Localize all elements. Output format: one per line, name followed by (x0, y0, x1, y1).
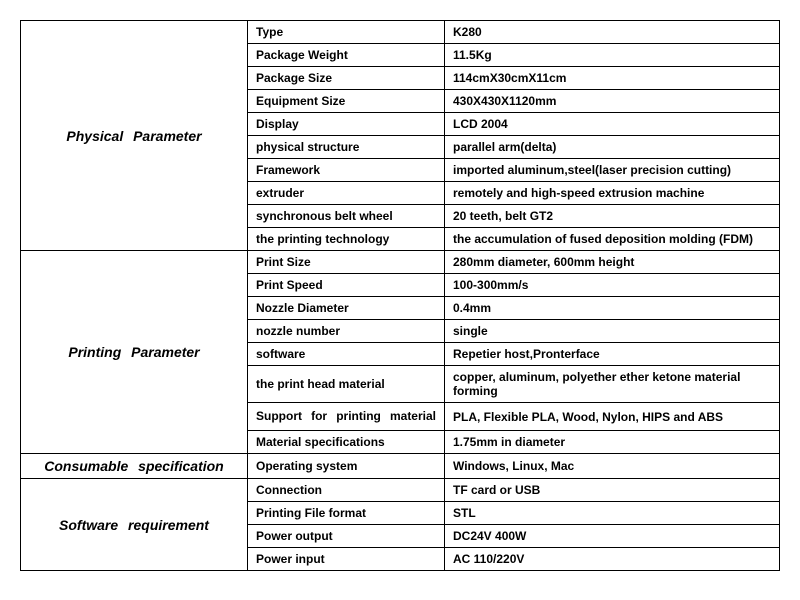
label-cell: Framework (248, 159, 445, 182)
label-cell: Nozzle Diameter (248, 297, 445, 320)
value-cell: 20 teeth, belt GT2 (445, 205, 780, 228)
label-cell: Printing File format (248, 502, 445, 525)
label-cell: the print head material (248, 366, 445, 403)
value-cell: imported aluminum,steel(laser precision … (445, 159, 780, 182)
label-cell: Operating system (248, 454, 445, 479)
category-cell: Printing Parameter (21, 251, 248, 454)
table-row: Software requirementConnectionTF card or… (21, 479, 780, 502)
value-cell: STL (445, 502, 780, 525)
value-cell: 0.4mm (445, 297, 780, 320)
value-cell: the accumulation of fused deposition mol… (445, 228, 780, 251)
label-cell: Type (248, 21, 445, 44)
value-cell: PLA, Flexible PLA, Wood, Nylon, HIPS and… (445, 403, 780, 431)
category-cell: Consumable specification (21, 454, 248, 479)
value-cell: copper, aluminum, polyether ether ketone… (445, 366, 780, 403)
value-cell: 114cmX30cmX11cm (445, 67, 780, 90)
spec-table: Physical ParameterTypeK280Package Weight… (20, 20, 780, 571)
value-cell: DC24V 400W (445, 525, 780, 548)
value-cell: 11.5Kg (445, 44, 780, 67)
label-cell: Print Speed (248, 274, 445, 297)
value-cell: remotely and high-speed extrusion machin… (445, 182, 780, 205)
label-cell: Support for printing material (248, 403, 445, 431)
label-cell: Print Size (248, 251, 445, 274)
value-cell: 100-300mm/s (445, 274, 780, 297)
label-cell: Package Size (248, 67, 445, 90)
label-cell: synchronous belt wheel (248, 205, 445, 228)
label-cell: software (248, 343, 445, 366)
label-cell: Material specifications (248, 431, 445, 454)
value-cell: Repetier host,Pronterface (445, 343, 780, 366)
value-cell: single (445, 320, 780, 343)
label-cell: Package Weight (248, 44, 445, 67)
value-cell: parallel arm(delta) (445, 136, 780, 159)
category-cell: Physical Parameter (21, 21, 248, 251)
label-cell: Connection (248, 479, 445, 502)
value-cell: TF card or USB (445, 479, 780, 502)
table-row: Printing ParameterPrint Size280mm diamet… (21, 251, 780, 274)
value-cell: K280 (445, 21, 780, 44)
value-cell: LCD 2004 (445, 113, 780, 136)
value-cell: AC 110/220V (445, 548, 780, 571)
value-cell: 430X430X1120mm (445, 90, 780, 113)
value-cell: Windows, Linux, Mac (445, 454, 780, 479)
value-cell: 280mm diameter, 600mm height (445, 251, 780, 274)
label-cell: Power input (248, 548, 445, 571)
label-cell: Equipment Size (248, 90, 445, 113)
label-cell: the printing technology (248, 228, 445, 251)
label-cell: Display (248, 113, 445, 136)
category-cell: Software requirement (21, 479, 248, 571)
value-cell: 1.75mm in diameter (445, 431, 780, 454)
label-cell: nozzle number (248, 320, 445, 343)
label-cell: extruder (248, 182, 445, 205)
table-row: Consumable specificationOperating system… (21, 454, 780, 479)
label-cell: Power output (248, 525, 445, 548)
label-cell: physical structure (248, 136, 445, 159)
table-row: Physical ParameterTypeK280 (21, 21, 780, 44)
